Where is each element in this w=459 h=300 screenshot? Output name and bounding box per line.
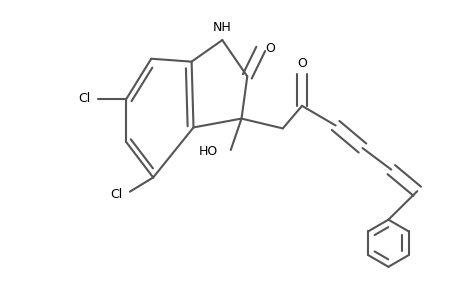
Text: O: O [297,57,306,70]
Text: NH: NH [213,21,231,34]
Text: HO: HO [199,146,218,158]
Text: Cl: Cl [110,188,122,201]
Text: Cl: Cl [78,92,90,106]
Text: O: O [264,42,274,56]
